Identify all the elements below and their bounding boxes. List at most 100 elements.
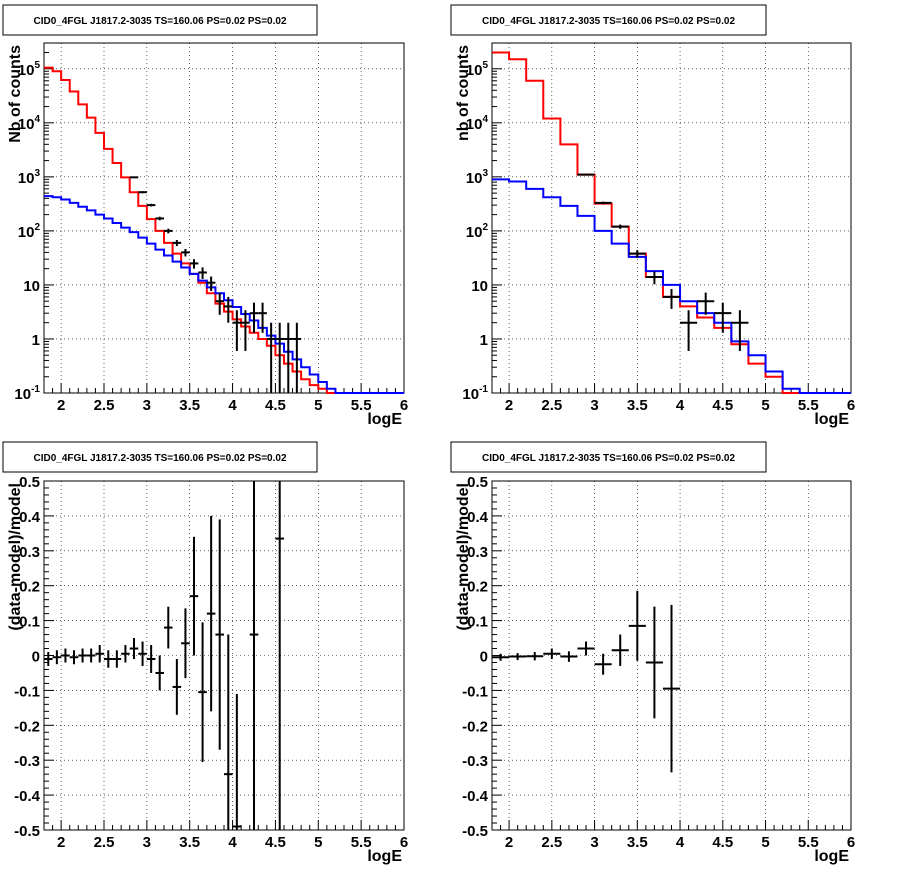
y-axis-label: (data-model)/model: [455, 483, 472, 631]
x-tick-label: 2: [57, 397, 65, 414]
model-total-line: [44, 66, 404, 394]
x-tick-label: 4: [228, 834, 237, 851]
y-tick-label: 105: [18, 60, 41, 79]
x-tick-label: 4.5: [265, 397, 286, 414]
y-tick-label: 10-1: [462, 384, 488, 403]
y-tick-label: 0: [32, 649, 40, 666]
chart-title: CID0_4FGL J1817.2-3035 TS=160.06 PS=0.02…: [33, 16, 286, 27]
x-tick-label: 6: [400, 397, 408, 414]
y-tick-label: 0.1: [19, 614, 40, 631]
y-tick-label: 103: [466, 168, 489, 187]
y-tick-label: 105: [466, 60, 489, 79]
x-tick-label: 5: [314, 834, 322, 851]
y-tick-label: -0.2: [462, 718, 488, 735]
x-tick-label: 2.5: [541, 397, 562, 414]
x-tick-label: 2.5: [94, 834, 115, 851]
x-tick-label: 5.5: [798, 834, 819, 851]
y-tick-label: -0.3: [14, 753, 40, 770]
chart-panel-1: CID0_4FGL J1817.2-3035 TS=160.06 PS=0.02…: [2, 4, 408, 428]
x-tick-label: 4.5: [265, 834, 286, 851]
y-axis-label: (data-model)/model: [7, 483, 24, 631]
y-axis-label: Nb of counts: [7, 45, 24, 143]
x-axis-label: logE: [814, 411, 849, 428]
y-tick-label: -0.5: [462, 823, 488, 840]
y-axis-label: nb of counts: [455, 45, 472, 141]
chart-title: CID0_4FGL J1817.2-3035 TS=160.06 PS=0.02…: [33, 453, 286, 464]
x-tick-label: 3: [590, 834, 598, 851]
chart-panel-3: CID0_4FGL J1817.2-3035 TS=160.06 PS=0.02…: [2, 441, 408, 865]
x-tick-label: 5: [314, 397, 322, 414]
y-tick-label: -0.3: [462, 753, 488, 770]
x-axis-label: logE: [814, 848, 849, 865]
y-tick-label: 0.4: [467, 509, 489, 526]
x-tick-label: 3.5: [627, 834, 648, 851]
y-tick-label: 0.5: [19, 474, 40, 491]
x-tick-label: 4.5: [712, 834, 733, 851]
y-tick-label: 104: [18, 114, 41, 133]
x-tick-label: 2: [505, 397, 513, 414]
chart-panel-4: CID0_4FGL J1817.2-3035 TS=160.06 PS=0.02…: [450, 441, 855, 865]
x-tick-label: 5: [761, 834, 769, 851]
y-tick-label: 0.3: [467, 544, 488, 561]
x-tick-label: 4.5: [712, 397, 733, 414]
y-tick-label: 0.4: [19, 509, 41, 526]
y-tick-label: 0.2: [467, 579, 488, 596]
y-tick-label: -0.4: [14, 788, 41, 805]
plot-frame: [43, 42, 405, 394]
x-tick-label: 5.5: [351, 397, 372, 414]
y-tick-label: 10: [471, 278, 488, 295]
x-tick-label: 6: [400, 834, 408, 851]
chart-title: CID0_4FGL J1817.2-3035 TS=160.06 PS=0.02…: [482, 453, 735, 464]
y-tick-label: 10-1: [14, 384, 40, 403]
x-tick-label: 3: [143, 397, 151, 414]
y-tick-label: -0.1: [14, 683, 40, 700]
x-tick-label: 4: [676, 397, 685, 414]
y-tick-label: 0.1: [467, 614, 488, 631]
y-tick-label: 104: [466, 114, 489, 133]
x-tick-label: 5.5: [798, 397, 819, 414]
x-tick-label: 6: [847, 397, 855, 414]
y-tick-label: -0.1: [462, 683, 488, 700]
series-layer: [44, 481, 284, 830]
x-tick-label: 2.5: [541, 834, 562, 851]
x-axis-label: logE: [367, 411, 402, 428]
title-box: [450, 4, 767, 36]
x-tick-label: 5.5: [351, 834, 372, 851]
y-tick-label: 0: [480, 649, 488, 666]
y-tick-label: -0.2: [14, 718, 40, 735]
title-box: [450, 441, 767, 473]
x-tick-label: 2: [505, 834, 513, 851]
y-tick-label: -0.4: [462, 788, 489, 805]
y-tick-label: -0.5: [14, 823, 40, 840]
y-tick-label: 1: [480, 332, 488, 349]
y-tick-label: 102: [18, 222, 41, 241]
x-tick-label: 2: [57, 834, 65, 851]
x-tick-label: 4: [228, 397, 237, 414]
x-tick-label: 5: [761, 397, 769, 414]
y-tick-label: 10: [23, 278, 40, 295]
plot-frame: [491, 42, 852, 394]
series-layer: [492, 51, 851, 394]
x-tick-label: 6: [847, 834, 855, 851]
x-tick-label: 2.5: [94, 397, 115, 414]
chart-panel-2: CID0_4FGL J1817.2-3035 TS=160.06 PS=0.02…: [450, 4, 855, 428]
x-tick-label: 3.5: [627, 397, 648, 414]
model-total-line: [492, 51, 851, 394]
x-tick-label: 3.5: [179, 834, 200, 851]
series-layer: [492, 590, 681, 773]
x-tick-label: 3: [590, 397, 598, 414]
y-tick-label: 102: [466, 222, 489, 241]
title-box: [2, 441, 318, 473]
x-tick-label: 3: [143, 834, 151, 851]
chart-title: CID0_4FGL J1817.2-3035 TS=160.06 PS=0.02…: [482, 16, 735, 27]
y-tick-label: 0.3: [19, 544, 40, 561]
x-axis-label: logE: [367, 848, 402, 865]
y-tick-label: 103: [18, 168, 41, 187]
series-layer: [44, 66, 404, 394]
x-tick-label: 4: [676, 834, 685, 851]
model-component-line: [492, 178, 851, 394]
y-tick-label: 1: [32, 332, 40, 349]
y-tick-label: 0.2: [19, 579, 40, 596]
